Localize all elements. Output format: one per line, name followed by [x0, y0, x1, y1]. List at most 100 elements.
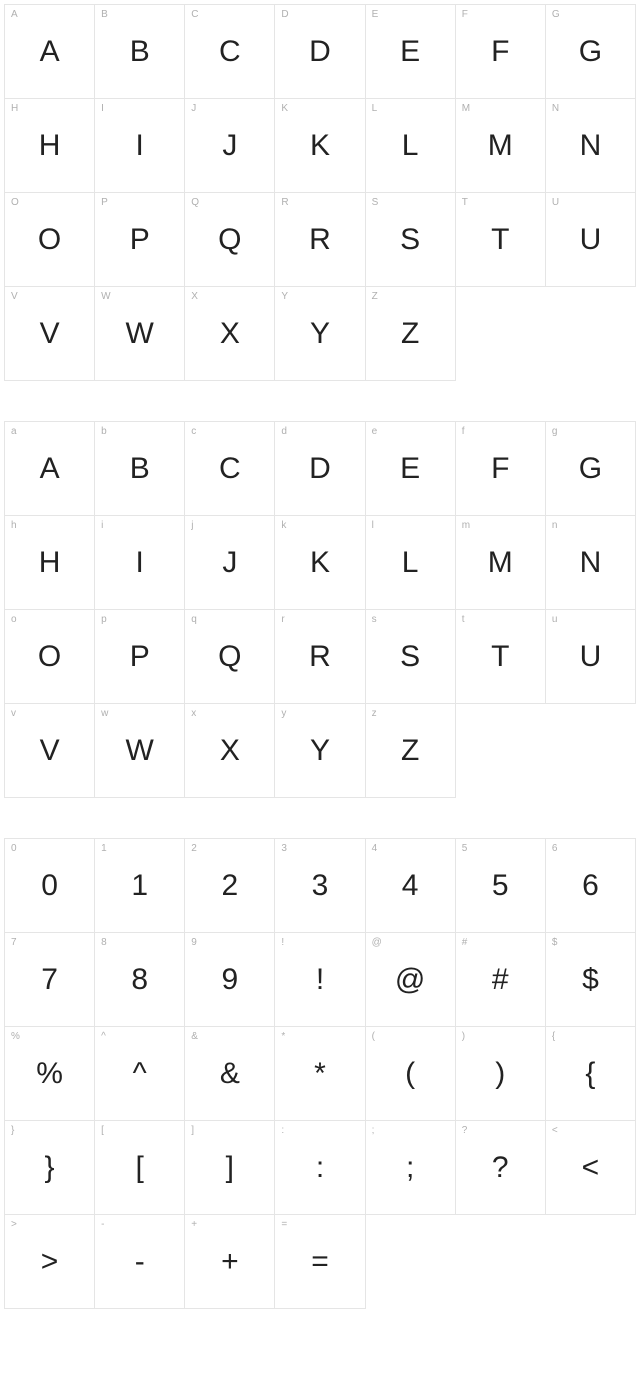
glyph-cell: ==	[275, 1215, 365, 1309]
glyph-cell: lL	[366, 516, 456, 610]
glyph-display: *	[314, 1059, 326, 1089]
glyph-label: C	[191, 9, 198, 20]
glyph-label: >	[11, 1219, 17, 1230]
glyph-display: 1	[131, 871, 148, 901]
glyph-cell: LL	[366, 99, 456, 193]
glyph-label: 8	[101, 937, 107, 948]
glyph-cell: ++	[185, 1215, 275, 1309]
glyph-cell: ^^	[95, 1027, 185, 1121]
glyph-cell: >>	[5, 1215, 95, 1309]
glyph-cell: GG	[546, 5, 636, 99]
glyph-display: K	[310, 131, 330, 161]
glyph-cell: 77	[5, 933, 95, 1027]
glyph-label: H	[11, 103, 18, 114]
glyph-cell: WW	[95, 287, 185, 381]
glyph-label: O	[11, 197, 19, 208]
glyph-cell-empty	[546, 704, 636, 798]
glyph-cell: $$	[546, 933, 636, 1027]
glyph-cell: 44	[366, 839, 456, 933]
glyph-display: H	[39, 548, 61, 578]
glyph-cell: uU	[546, 610, 636, 704]
glyph-display: L	[402, 548, 419, 578]
glyph-label: E	[372, 9, 379, 20]
glyph-display: <	[582, 1153, 600, 1183]
glyph-cell: UU	[546, 193, 636, 287]
glyph-label: n	[552, 520, 558, 531]
glyph-display: F	[491, 37, 509, 67]
glyph-cell: <<	[546, 1121, 636, 1215]
glyph-label: X	[191, 291, 198, 302]
glyph-cell: qQ	[185, 610, 275, 704]
glyph-label: %	[11, 1031, 20, 1042]
glyph-cell-empty	[456, 287, 546, 381]
glyph-cell-empty	[456, 704, 546, 798]
glyph-label: u	[552, 614, 558, 625]
glyph-cell: wW	[95, 704, 185, 798]
glyph-cell: SS	[366, 193, 456, 287]
glyph-display: G	[579, 454, 602, 484]
glyph-label: *	[281, 1031, 285, 1042]
glyph-cell: }}	[5, 1121, 95, 1215]
glyph-label: i	[101, 520, 103, 531]
glyph-label: d	[281, 426, 287, 437]
glyph-display: Q	[218, 225, 241, 255]
glyph-section-numbers-symbols: 00112233445566778899!!@@##$$%%^^&&**(())…	[4, 838, 636, 1309]
glyph-label: I	[101, 103, 104, 114]
glyph-display: V	[40, 736, 60, 766]
glyph-label: T	[462, 197, 468, 208]
glyph-display: J	[222, 548, 237, 578]
glyph-cell: CC	[185, 5, 275, 99]
glyph-display: Z	[401, 319, 419, 349]
glyph-label: p	[101, 614, 107, 625]
glyph-cell: 11	[95, 839, 185, 933]
glyph-display: B	[130, 454, 150, 484]
glyph-cell: 99	[185, 933, 275, 1027]
glyph-cell: !!	[275, 933, 365, 1027]
glyph-cell: iI	[95, 516, 185, 610]
glyph-display: X	[220, 319, 240, 349]
glyph-display: &	[220, 1059, 240, 1089]
glyph-label: o	[11, 614, 17, 625]
glyph-cell: ##	[456, 933, 546, 1027]
glyph-label: 4	[372, 843, 378, 854]
glyph-label: w	[101, 708, 108, 719]
glyph-display: G	[579, 37, 602, 67]
glyph-cell: %%	[5, 1027, 95, 1121]
glyph-label: ;	[372, 1125, 375, 1136]
glyph-display: :	[316, 1153, 324, 1183]
glyph-label: G	[552, 9, 560, 20]
glyph-cell: RR	[275, 193, 365, 287]
glyph-label: B	[101, 9, 108, 20]
glyph-display: Y	[310, 736, 330, 766]
glyph-display: {	[585, 1059, 595, 1089]
glyph-display: S	[400, 642, 420, 672]
glyph-display: (	[405, 1059, 415, 1089]
glyph-label: @	[372, 937, 382, 948]
glyph-label: D	[281, 9, 288, 20]
glyph-display: K	[310, 548, 330, 578]
glyph-cell: vV	[5, 704, 95, 798]
glyph-label: }	[11, 1125, 14, 1136]
glyph-cell: sS	[366, 610, 456, 704]
glyph-section-lowercase: aAbBcCdDeEfFgGhHiIjJkKlLmMnNoOpPqQrRsStT…	[4, 421, 636, 798]
glyph-display: #	[492, 965, 509, 995]
glyph-label: N	[552, 103, 559, 114]
glyph-display: I	[136, 131, 144, 161]
glyph-display: W	[126, 319, 154, 349]
glyph-cell: ZZ	[366, 287, 456, 381]
glyph-cell: AA	[5, 5, 95, 99]
glyph-cell: mM	[456, 516, 546, 610]
glyph-cell: FF	[456, 5, 546, 99]
glyph-cell: 22	[185, 839, 275, 933]
glyph-display: 6	[582, 871, 599, 901]
glyph-display: F	[491, 454, 509, 484]
glyph-label: 9	[191, 937, 197, 948]
glyph-label: e	[372, 426, 378, 437]
glyph-display: ;	[406, 1153, 414, 1183]
glyph-label: h	[11, 520, 17, 531]
glyph-display: P	[130, 225, 150, 255]
glyph-display: M	[488, 131, 513, 161]
glyph-cell: bB	[95, 422, 185, 516]
glyph-label: ]	[191, 1125, 194, 1136]
glyph-display: E	[400, 454, 420, 484]
